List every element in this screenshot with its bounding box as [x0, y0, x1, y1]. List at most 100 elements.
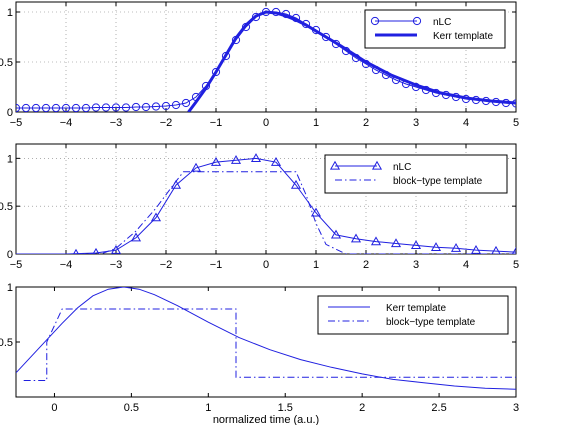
x-tick-label: 1: [205, 402, 211, 414]
legend: Kerr template block−type template: [317, 295, 509, 335]
middle-panel: −5 −4 −3 −2 −1 0 1 2 3 4 5 0 0.5 1 nLC block−type templ…: [0, 143, 519, 271]
x-tick-label: 0: [263, 259, 269, 271]
data-point-triangle: [150, 212, 162, 222]
legend-box: [324, 154, 508, 194]
data-point-triangle: [370, 236, 382, 246]
y-tick-label: 1: [7, 7, 13, 19]
x-tick-label: 2.5: [431, 402, 446, 414]
x-tick-label: 3: [513, 402, 519, 414]
x-tick-label: 2: [363, 259, 369, 271]
data-point-circle: [151, 102, 161, 111]
data-point-triangle: [110, 244, 122, 254]
legend: nLC Kerr template: [364, 9, 506, 49]
x-tick-label: 2: [363, 117, 369, 129]
data-point-circle: [251, 12, 261, 22]
x-tick-label: −4: [60, 259, 73, 271]
x-tick-label: 2: [359, 402, 365, 414]
data-point-triangle: [270, 156, 282, 166]
y-tick-label: 0.5: [0, 57, 13, 69]
data-point-triangle: [390, 238, 402, 248]
legend-label: nLC: [393, 162, 411, 173]
data-point-triangle: [73, 248, 79, 254]
data-point-triangle: [410, 240, 422, 250]
x-tick-label: 1: [313, 117, 319, 129]
legend: nLC block−type template: [324, 154, 508, 194]
x-tick-label: −1: [210, 259, 223, 271]
data-point-circle: [161, 101, 171, 111]
data-point-triangle: [230, 155, 242, 164]
data-point-circle: [91, 103, 101, 112]
top-panel: −5 −4 −3 −2 −1 0 1 2 3 4 5 0 0.5 1 nLC Kerr template: [0, 1, 519, 129]
legend-label: Kerr template: [433, 31, 493, 42]
data-point-circle: [41, 103, 51, 112]
data-point-circle: [21, 103, 31, 112]
legend-label: block−type template: [386, 317, 476, 328]
legend-marker: [329, 160, 341, 170]
x-tick-label: 3: [413, 259, 419, 271]
x-tick-label: 3: [413, 117, 419, 129]
y-tick-label: 0: [7, 107, 13, 119]
series-line: [16, 287, 516, 390]
data-point-circle: [321, 32, 331, 42]
data-point-circle: [171, 100, 181, 110]
series-group: [16, 287, 516, 390]
x-tick-label: −3: [110, 259, 123, 271]
x-tick-label: 1: [313, 259, 319, 271]
data-point-triangle: [430, 242, 442, 251]
x-tick-label: 0.5: [124, 402, 139, 414]
legend-label: Kerr template: [386, 303, 446, 314]
data-point-triangle: [491, 245, 501, 254]
legend-label: block−type template: [393, 176, 483, 187]
x-tick-label: −3: [110, 117, 123, 129]
y-tick-label: 0.5: [0, 337, 13, 349]
x-tick-label: 5: [513, 259, 519, 271]
y-tick-label: 0.5: [0, 201, 13, 213]
data-point-triangle: [250, 153, 262, 162]
y-tick-label: 1: [7, 153, 13, 165]
y-tick-label: 0: [7, 249, 13, 261]
x-tick-label: −2: [160, 117, 173, 129]
bottom-panel: 0 0.5 1 1.5 2 2.5 3 0.5 1 Kerr template block−type…: [0, 282, 519, 425]
x-tick-label: −4: [60, 117, 73, 129]
x-tick-label: −5: [10, 117, 23, 129]
x-tick-label: −2: [160, 259, 173, 271]
data-point-circle: [121, 103, 131, 112]
legend-marker: [412, 16, 422, 26]
data-point-triangle: [450, 243, 462, 252]
legend-marker: [371, 160, 383, 170]
data-point-triangle: [511, 246, 516, 254]
x-axis-label: normalized time (a.u.): [213, 414, 319, 425]
x-tick-label: 1.5: [278, 402, 293, 414]
data-point-circle: [141, 102, 151, 112]
data-point-circle: [61, 103, 71, 112]
x-tick-label: 5: [513, 117, 519, 129]
data-point-triangle: [190, 162, 202, 172]
data-point-circle: [51, 103, 61, 112]
series-line: [187, 10, 516, 112]
data-point-circle: [131, 102, 141, 112]
legend-box: [364, 9, 506, 49]
data-point-triangle: [170, 179, 182, 189]
x-tick-label: 0: [263, 117, 269, 129]
x-tick-label: −1: [210, 117, 223, 129]
data-point-triangle: [130, 232, 142, 242]
data-point-circle: [101, 103, 111, 112]
series-line: [23, 308, 516, 381]
legend-marker: [370, 16, 380, 26]
x-tick-label: 4: [463, 117, 469, 129]
data-point-triangle: [210, 156, 222, 166]
data-point-circle: [81, 103, 91, 112]
data-point-circle: [16, 103, 21, 112]
y-tick-label: 1: [7, 282, 13, 294]
data-point-triangle: [310, 207, 322, 217]
data-point-circle: [211, 67, 221, 77]
x-tick-label: −5: [10, 259, 23, 271]
data-point-circle: [71, 103, 81, 112]
data-point-triangle: [92, 247, 100, 254]
x-tick-label: 0: [51, 402, 57, 414]
x-tick-label: 4: [463, 259, 469, 271]
data-point-triangle: [350, 233, 362, 243]
data-point-circle: [181, 98, 191, 108]
series-group: [16, 7, 516, 112]
